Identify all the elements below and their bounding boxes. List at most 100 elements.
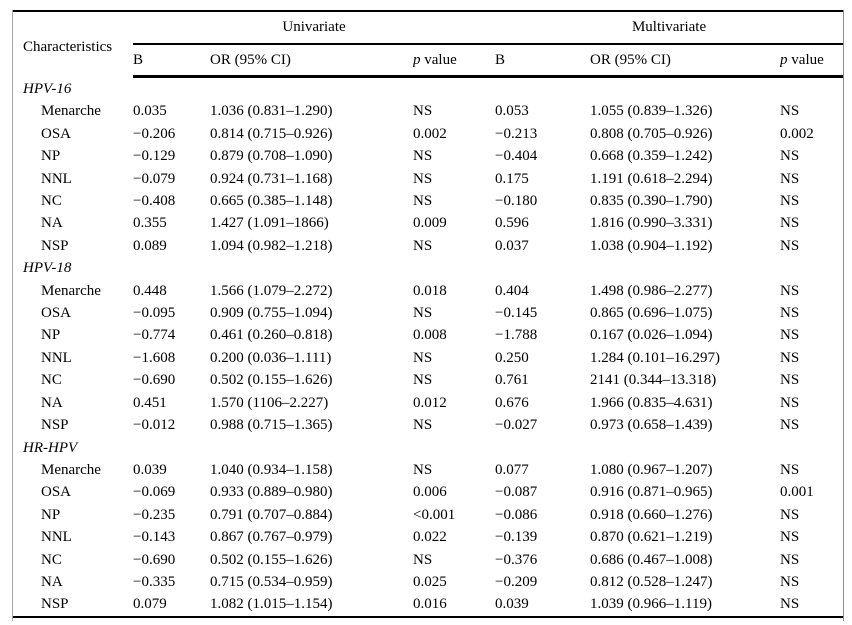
value-cell: NS	[413, 170, 433, 187]
value-cell: −0.376	[495, 551, 538, 568]
value-cell: 0.037	[495, 237, 529, 254]
table-row: NSP −0.012 0.988 (0.715–1.365) NS −0.027 0.97…	[13, 414, 843, 436]
row-label: Menarche	[41, 282, 101, 299]
multivariate-b-header: B	[495, 44, 591, 78]
value-cell: 0.025	[413, 573, 447, 590]
row-label: NSP	[41, 596, 69, 613]
table-body: HPV-16 Menarche 0.035 1.036 (0.831–1.290) NS…	[13, 77, 843, 617]
table-row: OSA −0.095 0.909 (0.755–1.094) NS −0.145 0.86…	[13, 302, 843, 324]
table-row: NNL −0.143 0.867 (0.767–0.979) 0.022 −0.139 0…	[13, 526, 843, 548]
value-cell: −0.408	[133, 193, 176, 210]
value-cell: −1.608	[133, 349, 176, 366]
multivariate-group-header: Multivariate	[495, 11, 844, 45]
regression-results-table: Characteristics Univariate Multivariate …	[13, 10, 844, 618]
row-label: OSA	[41, 125, 72, 142]
row-label: NA	[41, 394, 63, 411]
univariate-or-header: OR (95% CI)	[210, 44, 413, 78]
value-cell: 1.498 (0.986–2.277)	[590, 282, 713, 299]
row-label: NNL	[41, 529, 72, 546]
value-cell: 0.879 (0.708–1.090)	[210, 148, 333, 165]
value-cell: NS	[780, 170, 800, 187]
value-cell: NS	[780, 551, 800, 568]
value-cell: NS	[780, 193, 800, 210]
value-cell: NS	[780, 148, 800, 165]
value-cell: 0.812 (0.528–1.247)	[590, 573, 713, 590]
value-cell: −0.774	[133, 327, 176, 344]
value-cell: −0.143	[133, 529, 176, 546]
value-cell: NS	[780, 394, 800, 411]
value-cell: NS	[413, 372, 433, 389]
value-cell: NS	[413, 417, 433, 434]
value-cell: 1.427 (1.091–1866)	[210, 215, 329, 232]
value-cell: 0.808 (0.705–0.926)	[590, 125, 713, 142]
value-cell: 0.933 (0.889–0.980)	[210, 484, 333, 501]
row-label: Menarche	[41, 103, 101, 120]
table-row: OSA −0.206 0.814 (0.715–0.926) 0.002 −0.213 0…	[13, 123, 843, 145]
row-label: NA	[41, 215, 63, 232]
value-cell: 1.191 (0.618–2.294)	[590, 170, 713, 187]
value-cell: 1.966 (0.835–4.631)	[590, 394, 713, 411]
sub-header-row: B OR (95% CI) p value B OR (95% CI) p va…	[13, 44, 844, 78]
value-cell: −0.690	[133, 551, 176, 568]
value-cell: 1.082 (1.015–1.154)	[210, 596, 333, 613]
value-cell: 0.008	[413, 327, 447, 344]
value-cell: 0.355	[133, 215, 167, 232]
value-cell: 0.835 (0.390–1.790)	[590, 193, 713, 210]
value-cell: <0.001	[413, 506, 456, 523]
value-cell: 0.870 (0.621–1.219)	[590, 529, 713, 546]
value-cell: NS	[780, 461, 800, 478]
value-cell: NS	[413, 148, 433, 165]
value-cell: 0.761	[495, 372, 529, 389]
value-cell: NS	[413, 237, 433, 254]
row-label: NC	[41, 551, 62, 568]
row-label: NSP	[41, 237, 69, 254]
value-cell: −0.027	[495, 417, 538, 434]
value-cell: NS	[780, 529, 800, 546]
value-cell: 1.816 (0.990–3.331)	[590, 215, 713, 232]
table-row: NA 0.451 1.570 (1106–2.227) 0.012 0.676 1.966…	[13, 392, 843, 414]
table-row: Menarche 0.448 1.566 (1.079–2.272) 0.018 0.4…	[13, 280, 843, 302]
value-cell: −0.180	[495, 193, 538, 210]
section-row: HPV-18	[13, 257, 843, 279]
value-cell: −0.404	[495, 148, 538, 165]
value-cell: 1.080 (0.967–1.207)	[590, 461, 713, 478]
value-cell: −0.079	[133, 170, 176, 187]
value-cell: 0.865 (0.696–1.075)	[590, 305, 713, 322]
value-cell: NS	[413, 193, 433, 210]
value-cell: 1.038 (0.904–1.192)	[590, 237, 713, 254]
value-cell: 1.570 (1106–2.227)	[210, 394, 329, 411]
section-header: HR-HPV	[23, 439, 78, 456]
value-cell: 0.814 (0.715–0.926)	[210, 125, 333, 142]
value-cell: 0.089	[133, 237, 167, 254]
value-cell: −0.139	[495, 529, 538, 546]
value-cell: NS	[780, 417, 800, 434]
table-row: NSP 0.089 1.094 (0.982–1.218) NS 0.037 1.038 …	[13, 235, 843, 257]
row-label: NNL	[41, 170, 72, 187]
table-row: NA 0.355 1.427 (1.091–1866) 0.009 0.596 1.816…	[13, 212, 843, 234]
value-cell: NS	[413, 305, 433, 322]
value-cell: 0.035	[133, 103, 167, 120]
value-cell: −0.086	[495, 506, 538, 523]
multivariate-pvalue-header: p value	[780, 44, 844, 78]
value-cell: NS	[780, 506, 800, 523]
value-cell: 0.167 (0.026–1.094)	[590, 327, 713, 344]
section-row: HR-HPV	[13, 437, 843, 459]
section-row: HPV-16	[13, 77, 843, 101]
row-label: OSA	[41, 484, 72, 501]
value-cell: −0.209	[495, 573, 538, 590]
value-cell: −0.069	[133, 484, 176, 501]
univariate-pvalue-header: p value	[413, 44, 496, 78]
section-header: HPV-16	[23, 81, 72, 97]
value-cell: 1.566 (1.079–2.272)	[210, 282, 333, 299]
value-cell: −0.213	[495, 125, 538, 142]
value-cell: 0.200 (0.036–1.111)	[210, 349, 332, 366]
value-cell: 0.909 (0.755–1.094)	[210, 305, 333, 322]
table-row: NA −0.335 0.715 (0.534–0.959) 0.025 −0.209 0.…	[13, 571, 843, 593]
value-cell: −0.087	[495, 484, 538, 501]
value-cell: 0.668 (0.359–1.242)	[590, 148, 713, 165]
value-cell: −0.012	[133, 417, 176, 434]
value-cell: 0.079	[133, 596, 167, 613]
section-header: HPV-18	[23, 260, 72, 277]
p-value-rest: value	[787, 51, 824, 68]
value-cell: 0.006	[413, 484, 447, 501]
